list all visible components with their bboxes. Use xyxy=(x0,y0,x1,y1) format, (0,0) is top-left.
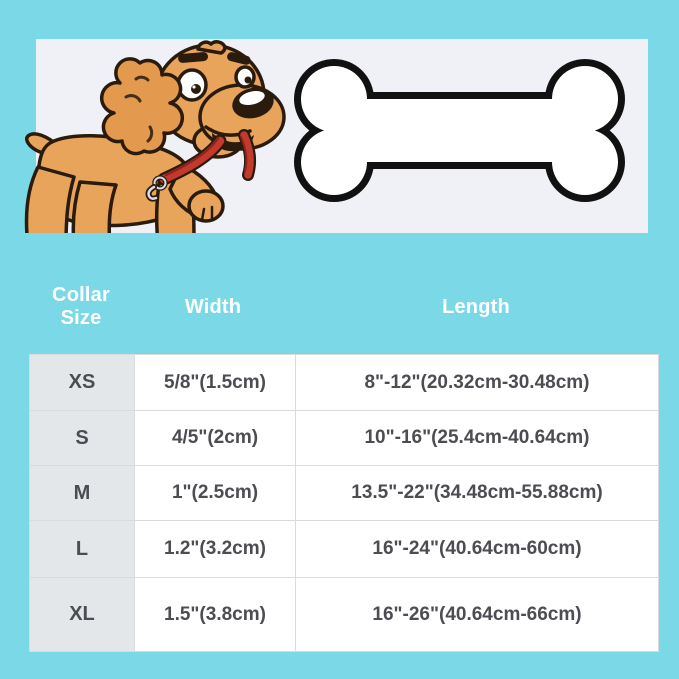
dog-right-eye xyxy=(234,65,256,89)
table-row: M 1"(2.5cm) 13.5"-22"(34.48cm-55.88cm) xyxy=(29,465,659,521)
dog-raised-paw xyxy=(187,189,225,223)
dog-illustration xyxy=(14,37,314,233)
column-header-width: Width xyxy=(184,295,242,318)
bone-fill-layer xyxy=(301,66,618,195)
column-header-length: Length xyxy=(442,295,510,318)
length-cell: 13.5"-22"(34.48cm-55.88cm) xyxy=(295,465,659,521)
dog-left-eyebrow xyxy=(178,52,209,63)
bone-illustration xyxy=(294,59,625,202)
dog-right-eyebrow xyxy=(227,52,251,65)
table-header-row: Collar Size Width Length xyxy=(29,260,659,354)
length-cell: 16"-26"(40.64cm-66cm) xyxy=(295,577,659,652)
dog-ear xyxy=(100,57,184,156)
length-cell: 10"-16"(25.4cm-40.64cm) xyxy=(295,410,659,466)
size-cell: XS xyxy=(29,354,135,411)
dog-left-eye xyxy=(176,68,208,102)
width-cell: 5/8"(1.5cm) xyxy=(134,354,296,411)
dog-forelock xyxy=(196,40,227,55)
width-cell: 1"(2.5cm) xyxy=(134,465,296,521)
width-cell: 4/5"(2cm) xyxy=(134,410,296,466)
size-table: XS 5/8"(1.5cm) 8"-12"(20.32cm-30.48cm) S… xyxy=(29,354,659,652)
table-row: S 4/5"(2cm) 10"-16"(25.4cm-40.64cm) xyxy=(29,410,659,466)
dog-rear-leg xyxy=(24,165,76,233)
column-header-collar-size: Collar Size xyxy=(52,284,110,329)
table-row: XS 5/8"(1.5cm) 8"-12"(20.32cm-30.48cm) xyxy=(29,354,659,411)
table-row: L 1.2"(3.2cm) 16"-24"(40.64cm-60cm) xyxy=(29,520,659,578)
dog-leash xyxy=(157,129,257,186)
dog-illustration-svg xyxy=(24,40,286,233)
dog-mid-leg xyxy=(71,180,118,233)
width-cell: 1.2"(3.2cm) xyxy=(134,520,296,578)
size-cell: M xyxy=(29,465,135,521)
size-cell: XL xyxy=(29,577,135,652)
size-cell: S xyxy=(29,410,135,466)
length-cell: 16"-24"(40.64cm-60cm) xyxy=(295,520,659,578)
width-cell: 1.5"(3.8cm) xyxy=(134,577,296,652)
dog-nose-highlight xyxy=(239,90,265,106)
length-cell: 8"-12"(20.32cm-30.48cm) xyxy=(295,354,659,411)
leash-clasp-icon xyxy=(145,175,168,202)
size-cell: L xyxy=(29,520,135,578)
table-row: XL 1.5"(3.8cm) 16"-26"(40.64cm-66cm) xyxy=(29,577,659,652)
